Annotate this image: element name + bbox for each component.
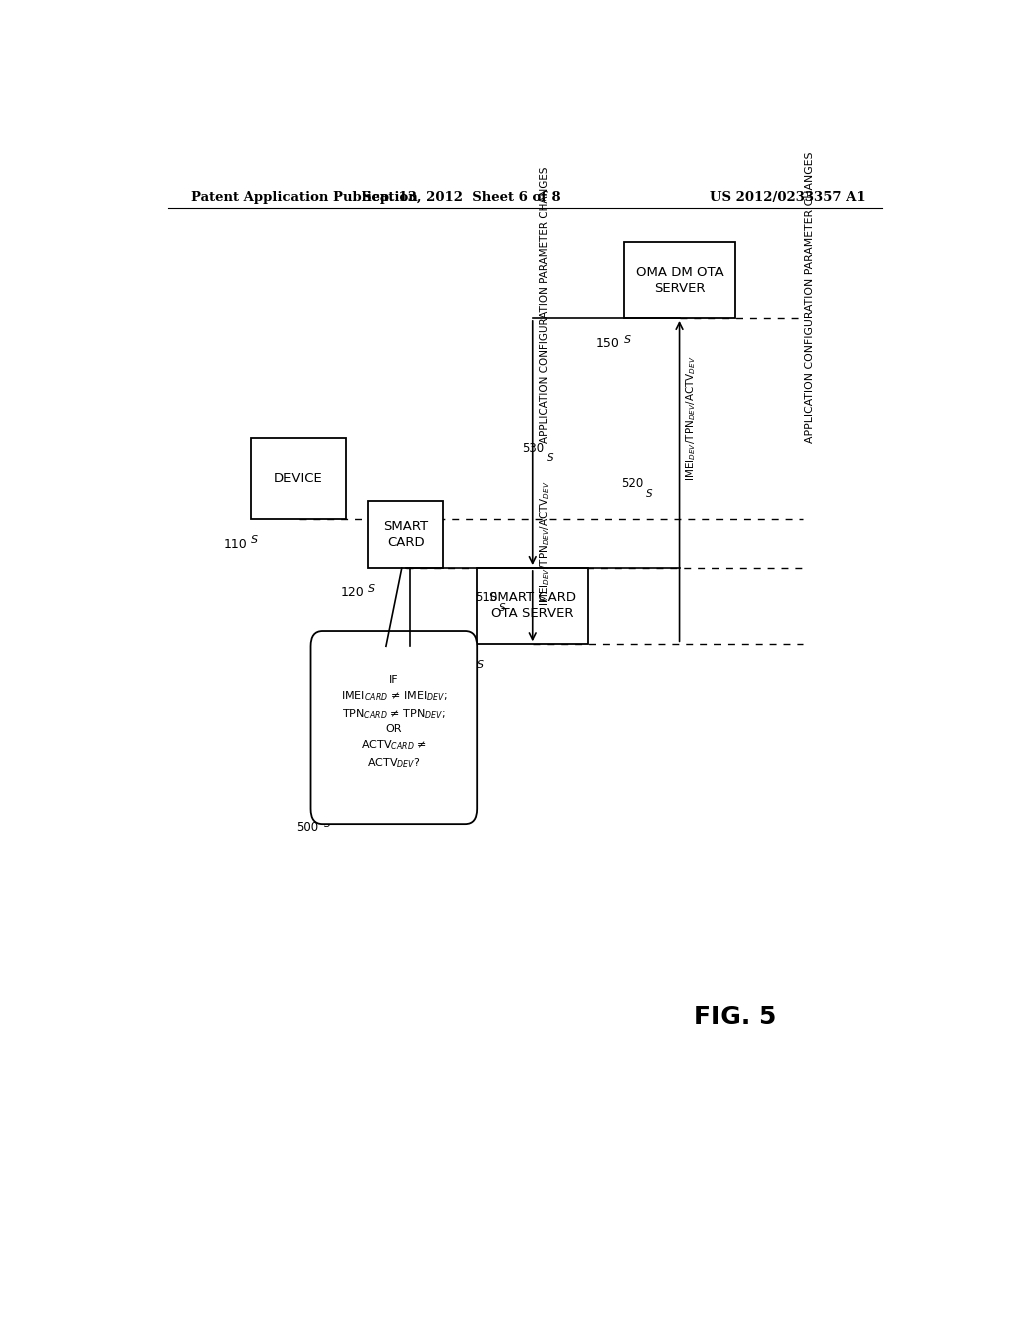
FancyBboxPatch shape [477, 568, 588, 644]
Text: S: S [547, 453, 554, 463]
Text: 520: 520 [622, 477, 644, 490]
FancyBboxPatch shape [624, 243, 735, 318]
Text: 500: 500 [296, 821, 318, 834]
Text: 110: 110 [223, 537, 247, 550]
Text: IF
IMEI$_{CARD}$ ≠ IMEI$_{DEV}$;
TPN$_{CARD}$ ≠ TPN$_{DEV}$;
OR
ACTV$_{CARD}$ ≠
: IF IMEI$_{CARD}$ ≠ IMEI$_{DEV}$; TPN$_{C… [341, 676, 447, 770]
Text: DEVICE: DEVICE [274, 473, 323, 484]
Text: 120: 120 [340, 586, 365, 599]
Text: 140: 140 [450, 663, 473, 675]
Text: OMA DM OTA
SERVER: OMA DM OTA SERVER [636, 265, 723, 294]
Text: S: S [324, 818, 331, 829]
Text: IMEI$_{DEV}$/TPN$_{DEV}$/ACTV$_{DEV}$: IMEI$_{DEV}$/TPN$_{DEV}$/ACTV$_{DEV}$ [538, 480, 552, 606]
Text: S: S [646, 488, 653, 499]
Text: APPLICATION CONFIGURATION PARAMETER CHANGES: APPLICATION CONFIGURATION PARAMETER CHAN… [806, 152, 815, 444]
FancyBboxPatch shape [310, 631, 477, 824]
Text: SMART
CARD: SMART CARD [383, 520, 428, 549]
Text: IMEI$_{DEV}$/TPN$_{DEV}$/ACTV$_{DEV}$: IMEI$_{DEV}$/TPN$_{DEV}$/ACTV$_{DEV}$ [685, 355, 698, 480]
Text: FIG. 5: FIG. 5 [694, 1006, 776, 1030]
Text: US 2012/0233357 A1: US 2012/0233357 A1 [711, 190, 866, 203]
Text: S: S [500, 602, 506, 612]
FancyBboxPatch shape [368, 502, 443, 568]
Text: S: S [477, 660, 484, 671]
Text: 150: 150 [596, 337, 620, 350]
Text: Patent Application Publication: Patent Application Publication [191, 190, 418, 203]
Text: 530: 530 [522, 442, 545, 454]
Text: S: S [624, 335, 631, 345]
Text: APPLICATION CONFIGURATION PARAMETER CHANGES: APPLICATION CONFIGURATION PARAMETER CHAN… [540, 166, 550, 444]
Text: SMART CARD
OTA SERVER: SMART CARD OTA SERVER [489, 591, 577, 620]
Text: Sep. 13, 2012  Sheet 6 of 8: Sep. 13, 2012 Sheet 6 of 8 [362, 190, 560, 203]
Text: 510: 510 [475, 591, 497, 605]
Text: S: S [251, 536, 258, 545]
Text: S: S [368, 583, 375, 594]
FancyBboxPatch shape [251, 438, 346, 519]
